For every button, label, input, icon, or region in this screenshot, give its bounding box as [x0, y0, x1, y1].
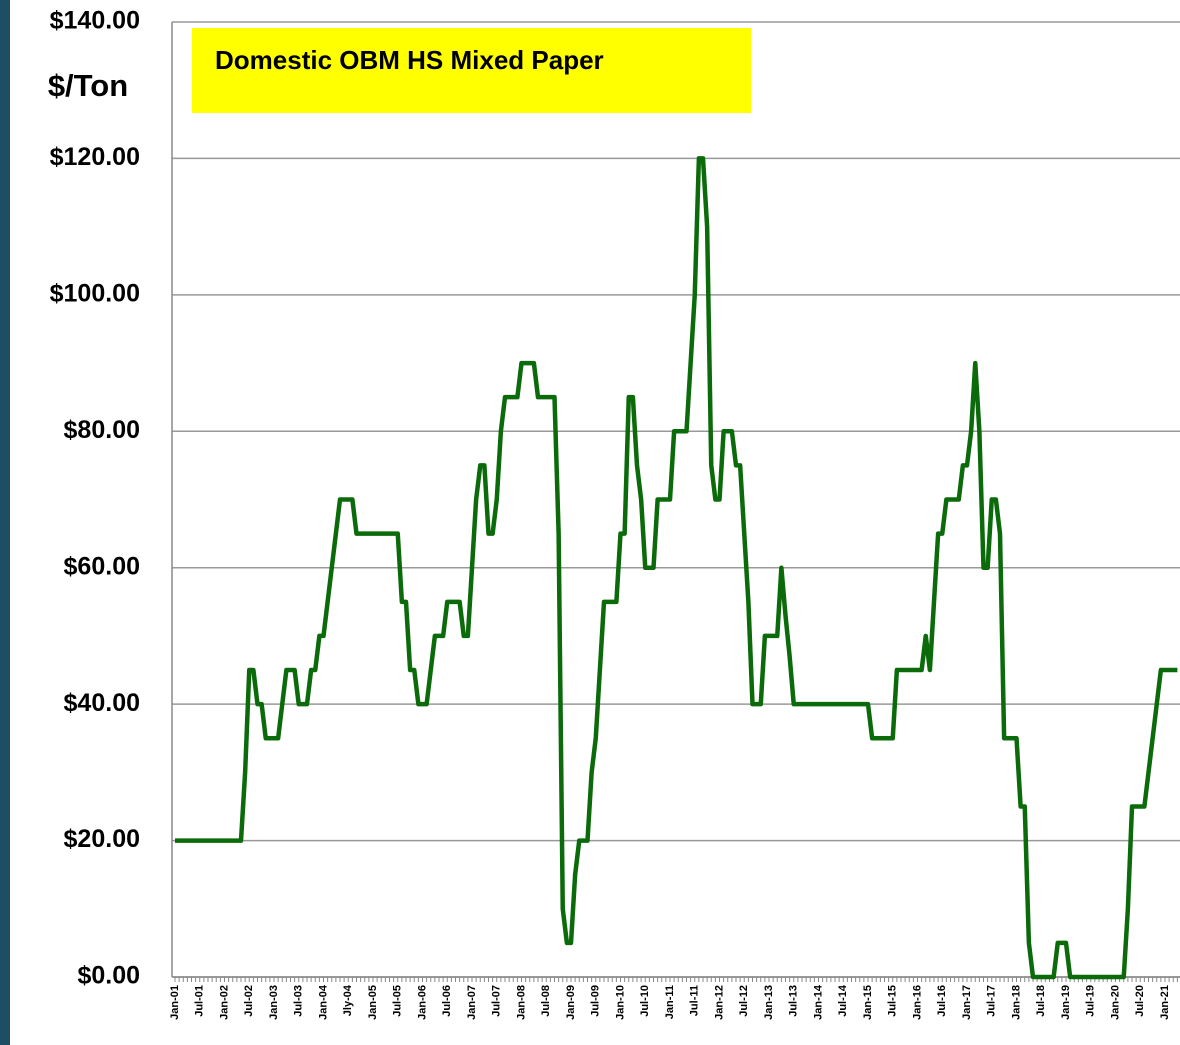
x-tick-label: Jly-04 — [342, 984, 354, 1016]
x-tick-label: Jan-07 — [466, 985, 478, 1020]
x-tick-label: Jul-17 — [986, 985, 998, 1017]
x-tick-label: Jan-19 — [1060, 985, 1072, 1020]
x-tick-label: Jan-12 — [713, 985, 725, 1020]
x-tick-label: Jan-18 — [1010, 985, 1022, 1020]
y-tick-label: $100.00 — [50, 279, 140, 307]
x-tick-label: Jan-03 — [268, 985, 280, 1020]
x-tick-label: Jan-20 — [1109, 985, 1121, 1020]
x-tick-label: Jan-14 — [812, 984, 824, 1020]
y-tick-label: $80.00 — [64, 416, 140, 444]
x-tick-label: Jul-05 — [392, 985, 404, 1017]
chart-title: Domestic OBM HS Mixed Paper — [215, 45, 604, 75]
y-tick-label: $40.00 — [64, 689, 140, 717]
x-tick-label: Jan-09 — [565, 985, 577, 1020]
x-tick-label: Jul-03 — [293, 985, 305, 1017]
x-tick-label: Jul-10 — [639, 985, 651, 1017]
x-tick-label: Jul-01 — [194, 985, 206, 1017]
x-tick-label: Jul-13 — [788, 985, 800, 1017]
x-tick-label: Jan-04 — [317, 984, 329, 1020]
y-tick-label: $140.00 — [50, 7, 140, 35]
x-tick-label: Jul-16 — [936, 985, 948, 1017]
x-tick-label: Jul-15 — [887, 985, 899, 1017]
x-tick-label: Jan-06 — [416, 985, 428, 1020]
x-tick-label: Jan-13 — [763, 985, 775, 1020]
x-tick-label: Jul-06 — [441, 985, 453, 1017]
x-tick-label: Jan-01 — [169, 985, 181, 1020]
title-box — [192, 28, 751, 113]
y-tick-label: $120.00 — [50, 143, 140, 171]
x-tick-label: Jul-08 — [540, 985, 552, 1017]
x-tick-label: Jul-09 — [590, 985, 602, 1017]
x-tick-label: Jan-21 — [1159, 985, 1171, 1020]
x-tick-label: Jan-02 — [218, 985, 230, 1020]
x-tick-label: Jan-08 — [515, 985, 527, 1020]
x-tick-label: Jan-15 — [862, 985, 874, 1020]
x-tick-label: Jul-20 — [1134, 985, 1146, 1017]
x-tick-label: Jul-02 — [243, 985, 255, 1017]
data-line — [175, 156, 1178, 980]
side-strip — [0, 0, 10, 1045]
y-tick-label: $0.00 — [77, 962, 140, 990]
x-tick-label: Jul-18 — [1035, 985, 1047, 1017]
x-tick-label: Jul-12 — [738, 985, 750, 1017]
x-tick-label: Jan-11 — [664, 985, 676, 1019]
y-tick-label: $20.00 — [64, 825, 140, 853]
x-tick-label: Jan-16 — [911, 985, 923, 1020]
x-tick-label: Jul-19 — [1085, 985, 1097, 1017]
x-tick-label: Jan-17 — [961, 985, 973, 1020]
y-tick-label: $60.00 — [64, 552, 140, 580]
x-tick-label: Jan-10 — [614, 985, 626, 1020]
x-tick-label: Jul-14 — [837, 984, 849, 1017]
x-tick-label: Jul-07 — [491, 985, 503, 1017]
x-tick-label: Jul-11 — [689, 985, 701, 1016]
x-tick-label: Jan-05 — [367, 985, 379, 1020]
y-axis-label: $/Ton — [48, 68, 128, 103]
